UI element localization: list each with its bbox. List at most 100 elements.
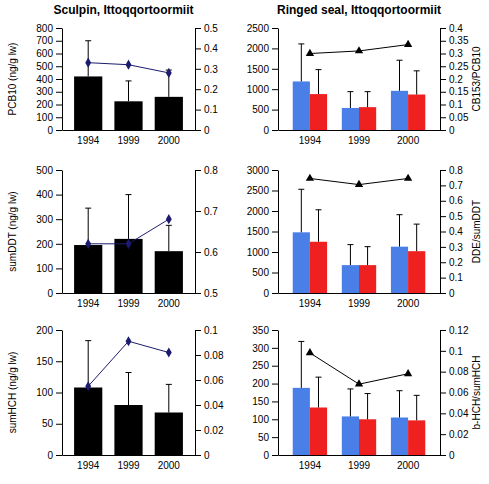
bar-series (310, 70, 425, 130)
tick: 1994 (77, 293, 100, 309)
axis-line (195, 331, 196, 456)
tick-label: 0.5 (204, 288, 218, 299)
x-axis: 199419992000 (279, 130, 441, 146)
plot-area (293, 40, 426, 130)
tick: 0.5 (440, 211, 463, 222)
y2-axis: 00.020.040.060.080.10.12 (440, 325, 469, 461)
axis-line (62, 171, 63, 294)
tick-label: 0 (204, 450, 210, 461)
tick-mark (195, 380, 201, 381)
error-bar (126, 195, 132, 239)
tick: 0 (440, 125, 455, 136)
error-cap (316, 209, 322, 210)
y-axis-title: sumHCH (ng/g lw) (7, 352, 18, 434)
bar (293, 388, 310, 455)
error-cap (126, 194, 132, 195)
tick-mark (56, 54, 62, 55)
error-bar (397, 215, 403, 247)
tick: 0 (440, 450, 455, 461)
tick-mark (56, 293, 62, 294)
tick: 1994 (299, 130, 322, 146)
tick-mark (440, 351, 446, 352)
tick-label: 0.05 (449, 112, 469, 123)
tick-mark (440, 293, 446, 294)
error-stem (301, 44, 302, 82)
tick: 0.1 (195, 325, 218, 336)
tick-mark (440, 247, 446, 248)
tick-label: 300 (36, 86, 53, 97)
error-stem (318, 210, 319, 242)
error-bar (85, 41, 91, 77)
error-stem (350, 389, 351, 417)
error-bar (365, 247, 371, 265)
error-bar (414, 395, 420, 420)
tick-mark (272, 69, 278, 70)
bar (310, 408, 327, 456)
tick: 0.1 (440, 99, 463, 110)
axis-line (63, 455, 196, 456)
marker (166, 68, 172, 78)
tick: 1500 (247, 64, 278, 75)
tick-mark (440, 232, 446, 233)
tick-label: 0.04 (449, 408, 469, 419)
error-cap (85, 208, 91, 209)
tick: 0.1 (440, 346, 463, 357)
tick-label: 400 (36, 189, 53, 200)
tick: 250 (252, 360, 278, 371)
tick: 1999 (117, 293, 140, 309)
tick-label: 1994 (77, 135, 100, 146)
tick-mark (272, 330, 278, 331)
error-bar (126, 373, 132, 406)
tick-label: 0.1 (204, 104, 218, 115)
axis-line (63, 293, 196, 294)
bar (342, 108, 359, 130)
tick-label: 0.6 (204, 247, 218, 258)
tick-mark (195, 69, 201, 70)
tick-mark (440, 79, 446, 80)
error-bar (365, 92, 371, 108)
bar (408, 251, 425, 293)
line (88, 341, 169, 386)
tick-label: 1000 (247, 247, 270, 258)
tick-mark (440, 372, 446, 373)
marker (85, 58, 91, 68)
tick: 400 (36, 74, 62, 85)
error-bar (347, 92, 353, 108)
error-bar (397, 391, 403, 418)
tick-label: 0 (449, 450, 455, 461)
error-stem (367, 92, 368, 108)
tick: 2000 (158, 293, 181, 309)
tick-label: 250 (252, 360, 269, 371)
panel: 05010015020000.020.040.060.080.119941999… (7, 325, 224, 471)
y-axis-title: sumDDT (ng/g lw) (7, 191, 18, 271)
tick: 0.5 (195, 288, 218, 299)
error-stem (416, 395, 417, 420)
tick: 0.4 (195, 43, 218, 54)
y2-axis-title: DDE/sumDDT (471, 200, 482, 263)
tick: 1999 (348, 293, 371, 309)
error-stem (301, 341, 302, 387)
tick-label: 0.6 (449, 195, 463, 206)
tick-mark (440, 434, 446, 435)
error-cap (85, 340, 91, 341)
tick-label: 100 (36, 263, 53, 274)
bar (155, 251, 183, 293)
x-axis: 199419992000 (63, 455, 196, 471)
tick-mark (440, 28, 446, 29)
tick-mark (440, 185, 446, 186)
tick-mark (56, 424, 62, 425)
error-cap (347, 388, 353, 389)
marker (126, 60, 132, 70)
tick-label: 2000 (158, 460, 181, 471)
tick: 2500 (247, 185, 278, 196)
bar (359, 265, 376, 293)
bar-series (310, 377, 425, 455)
tick-label: 0 (263, 125, 269, 136)
tick-mark (272, 384, 278, 385)
error-cap (126, 372, 132, 373)
tick-mark (195, 130, 201, 131)
tick-mark (272, 191, 278, 192)
tick-label: 0.3 (449, 48, 463, 59)
tick-label: 200 (36, 325, 53, 336)
tick-label: 3000 (247, 165, 270, 176)
